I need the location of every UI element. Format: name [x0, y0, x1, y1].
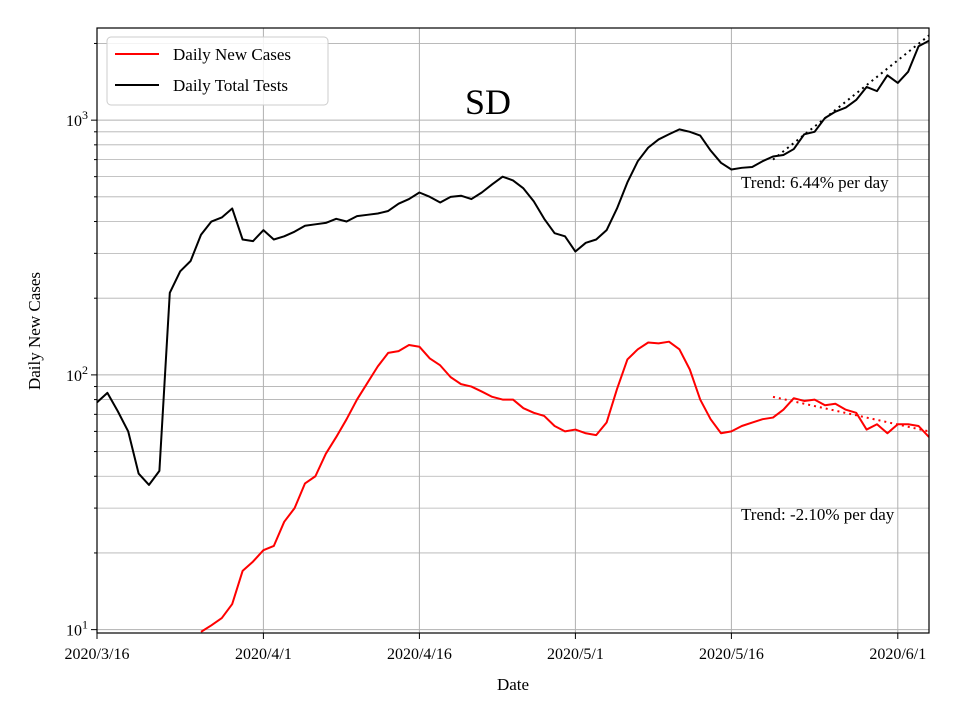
tick-layer: 2020/3/16 2020/4/1 2020/4/16 2020/5/1 2020/5… [65, 42, 926, 663]
x-tick-label: 2020/5/16 [699, 646, 764, 663]
series-group [97, 34, 929, 633]
legend-label-daily-new-cases: Daily New Cases [173, 45, 291, 64]
x-tick-label: 2020/3/16 [65, 646, 130, 663]
series-line-daily-total-tests [97, 39, 929, 486]
grid-layer [96, 28, 929, 633]
x-axis-label: Date [497, 675, 529, 694]
y-tick-label: 103 [66, 108, 88, 130]
y-tick-label: 101 [66, 618, 88, 640]
tests-trend-label: Trend: 6.44% per day [741, 173, 889, 192]
x-tick-label: 2020/4/16 [387, 646, 452, 663]
x-tick-label: 2020/5/1 [547, 646, 604, 663]
y-axis-label: Daily New Cases [25, 272, 44, 390]
series-layer [97, 34, 929, 633]
legend: Daily New Cases Daily Total Tests [106, 36, 329, 106]
legend-box [106, 36, 329, 106]
chart-title: SD [465, 82, 511, 122]
legend-label-daily-total-tests: Daily Total Tests [173, 76, 288, 95]
y-tick-label: 102 [66, 363, 88, 385]
x-tick-label: 2020/4/1 [235, 646, 292, 663]
plot-frame [96, 27, 930, 634]
trend-line-daily-new-cases [772, 395, 929, 433]
cases-trend-label: Trend: -2.10% per day [741, 505, 895, 524]
series-line-daily-new-cases [200, 340, 929, 633]
x-tick-label: 2020/6/1 [869, 646, 926, 663]
